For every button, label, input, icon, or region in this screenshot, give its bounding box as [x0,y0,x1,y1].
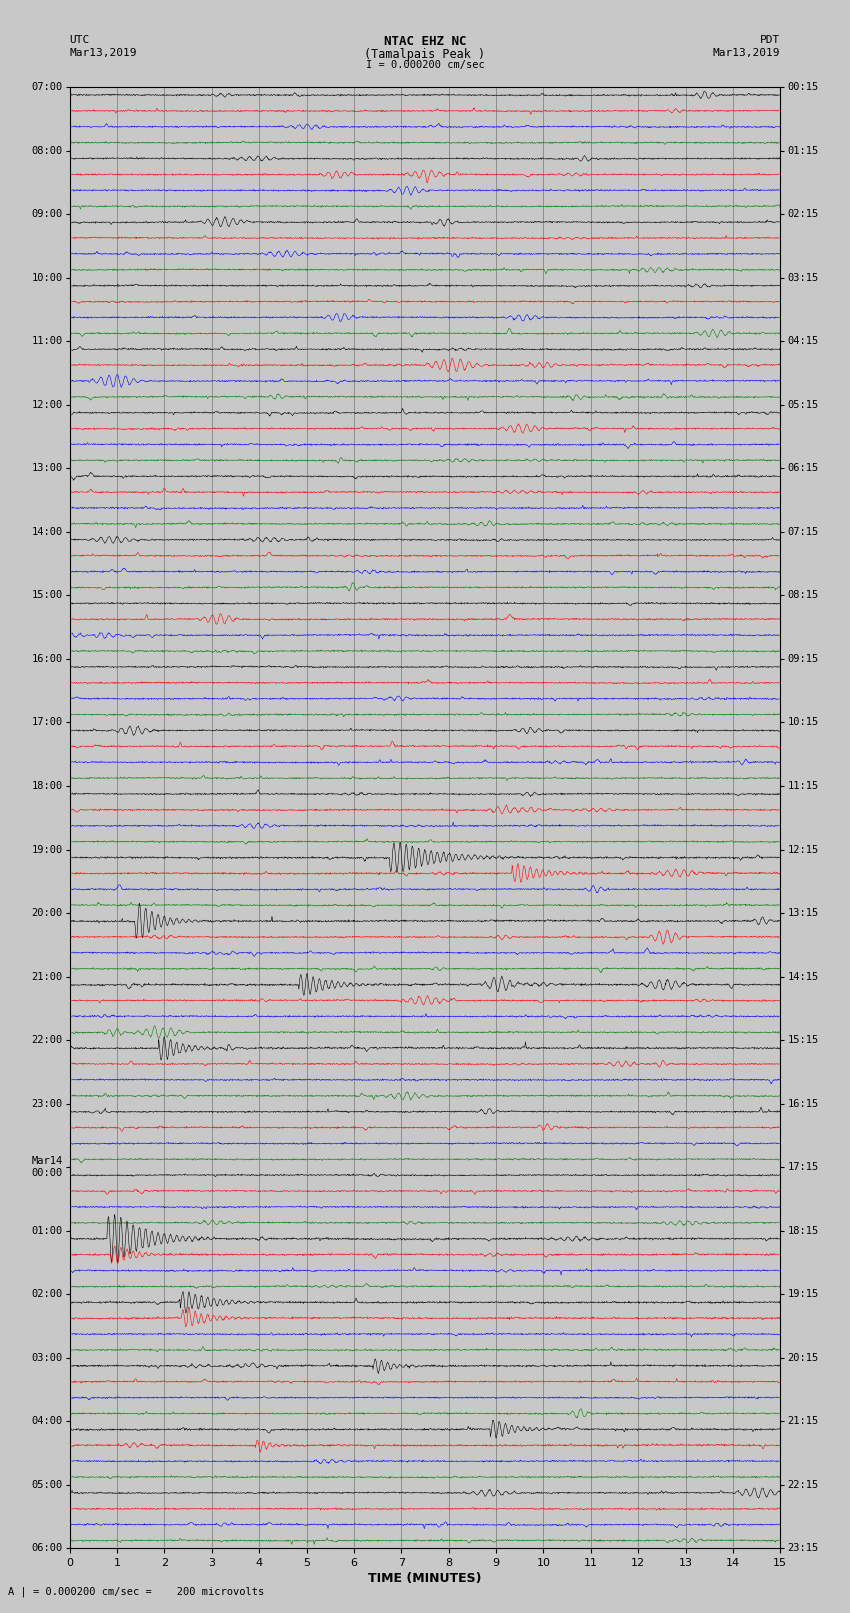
Text: Mar13,2019: Mar13,2019 [713,47,780,58]
Text: (Tamalpais Peak ): (Tamalpais Peak ) [365,47,485,61]
X-axis label: TIME (MINUTES): TIME (MINUTES) [368,1573,482,1586]
Text: UTC: UTC [70,35,90,45]
Text: Mar13,2019: Mar13,2019 [70,47,137,58]
Text: I = 0.000200 cm/sec: I = 0.000200 cm/sec [366,60,484,71]
Text: A | = 0.000200 cm/sec =    200 microvolts: A | = 0.000200 cm/sec = 200 microvolts [8,1586,264,1597]
Text: NTAC EHZ NC: NTAC EHZ NC [383,35,467,48]
Text: PDT: PDT [760,35,780,45]
